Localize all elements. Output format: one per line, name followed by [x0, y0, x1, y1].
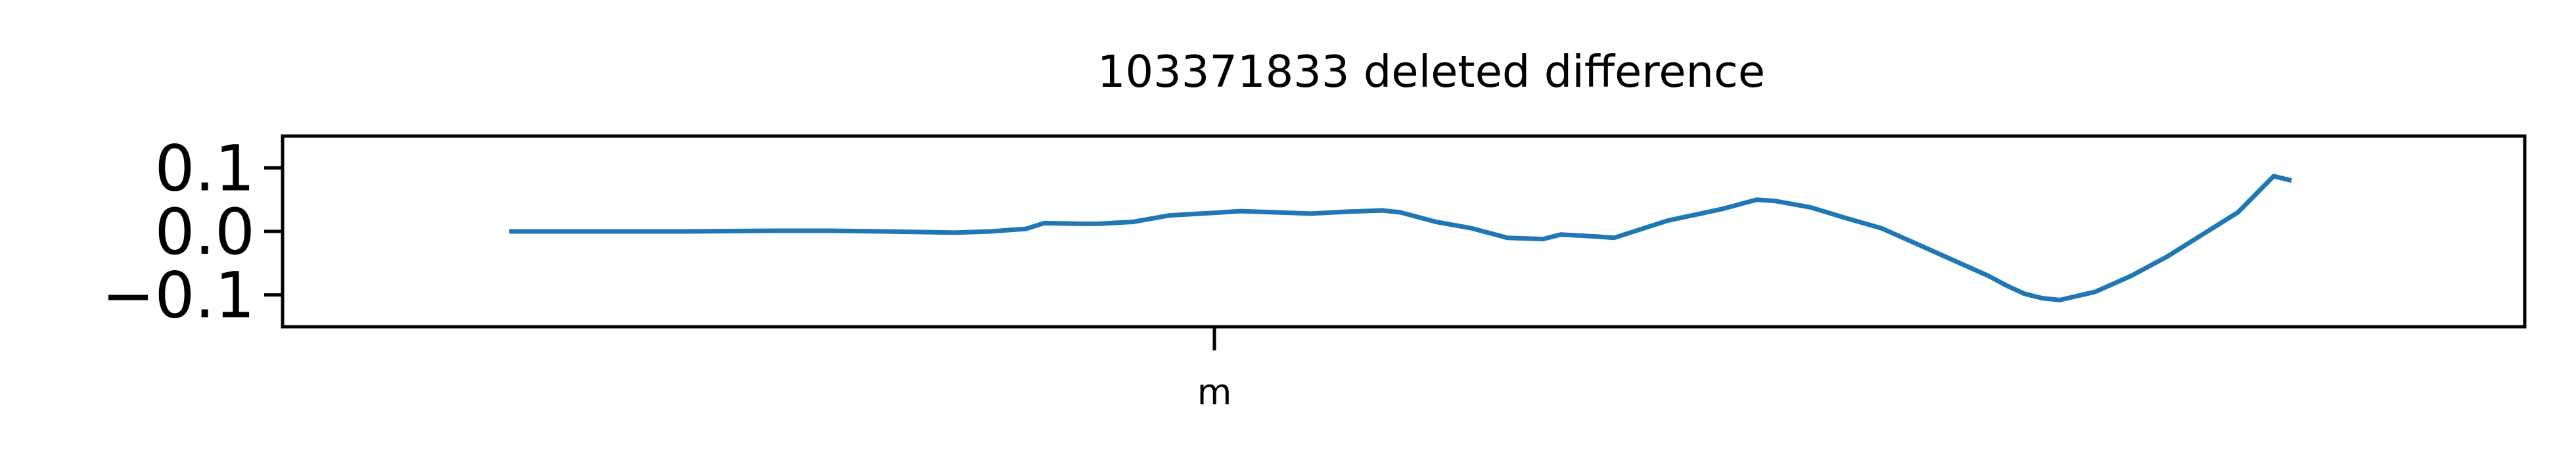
x-tick-label: m: [1197, 371, 1232, 413]
y-tick-label: −0.1: [102, 259, 255, 333]
series-line-difference: [509, 174, 2292, 302]
x-axis: m: [1197, 327, 1232, 413]
y-tick-label: 0.0: [154, 195, 255, 269]
y-tick-label: 0.1: [154, 131, 255, 205]
y-axis: 0.10.0−0.1: [102, 131, 283, 333]
chart-title: 103371833 deleted difference: [1097, 46, 1765, 97]
